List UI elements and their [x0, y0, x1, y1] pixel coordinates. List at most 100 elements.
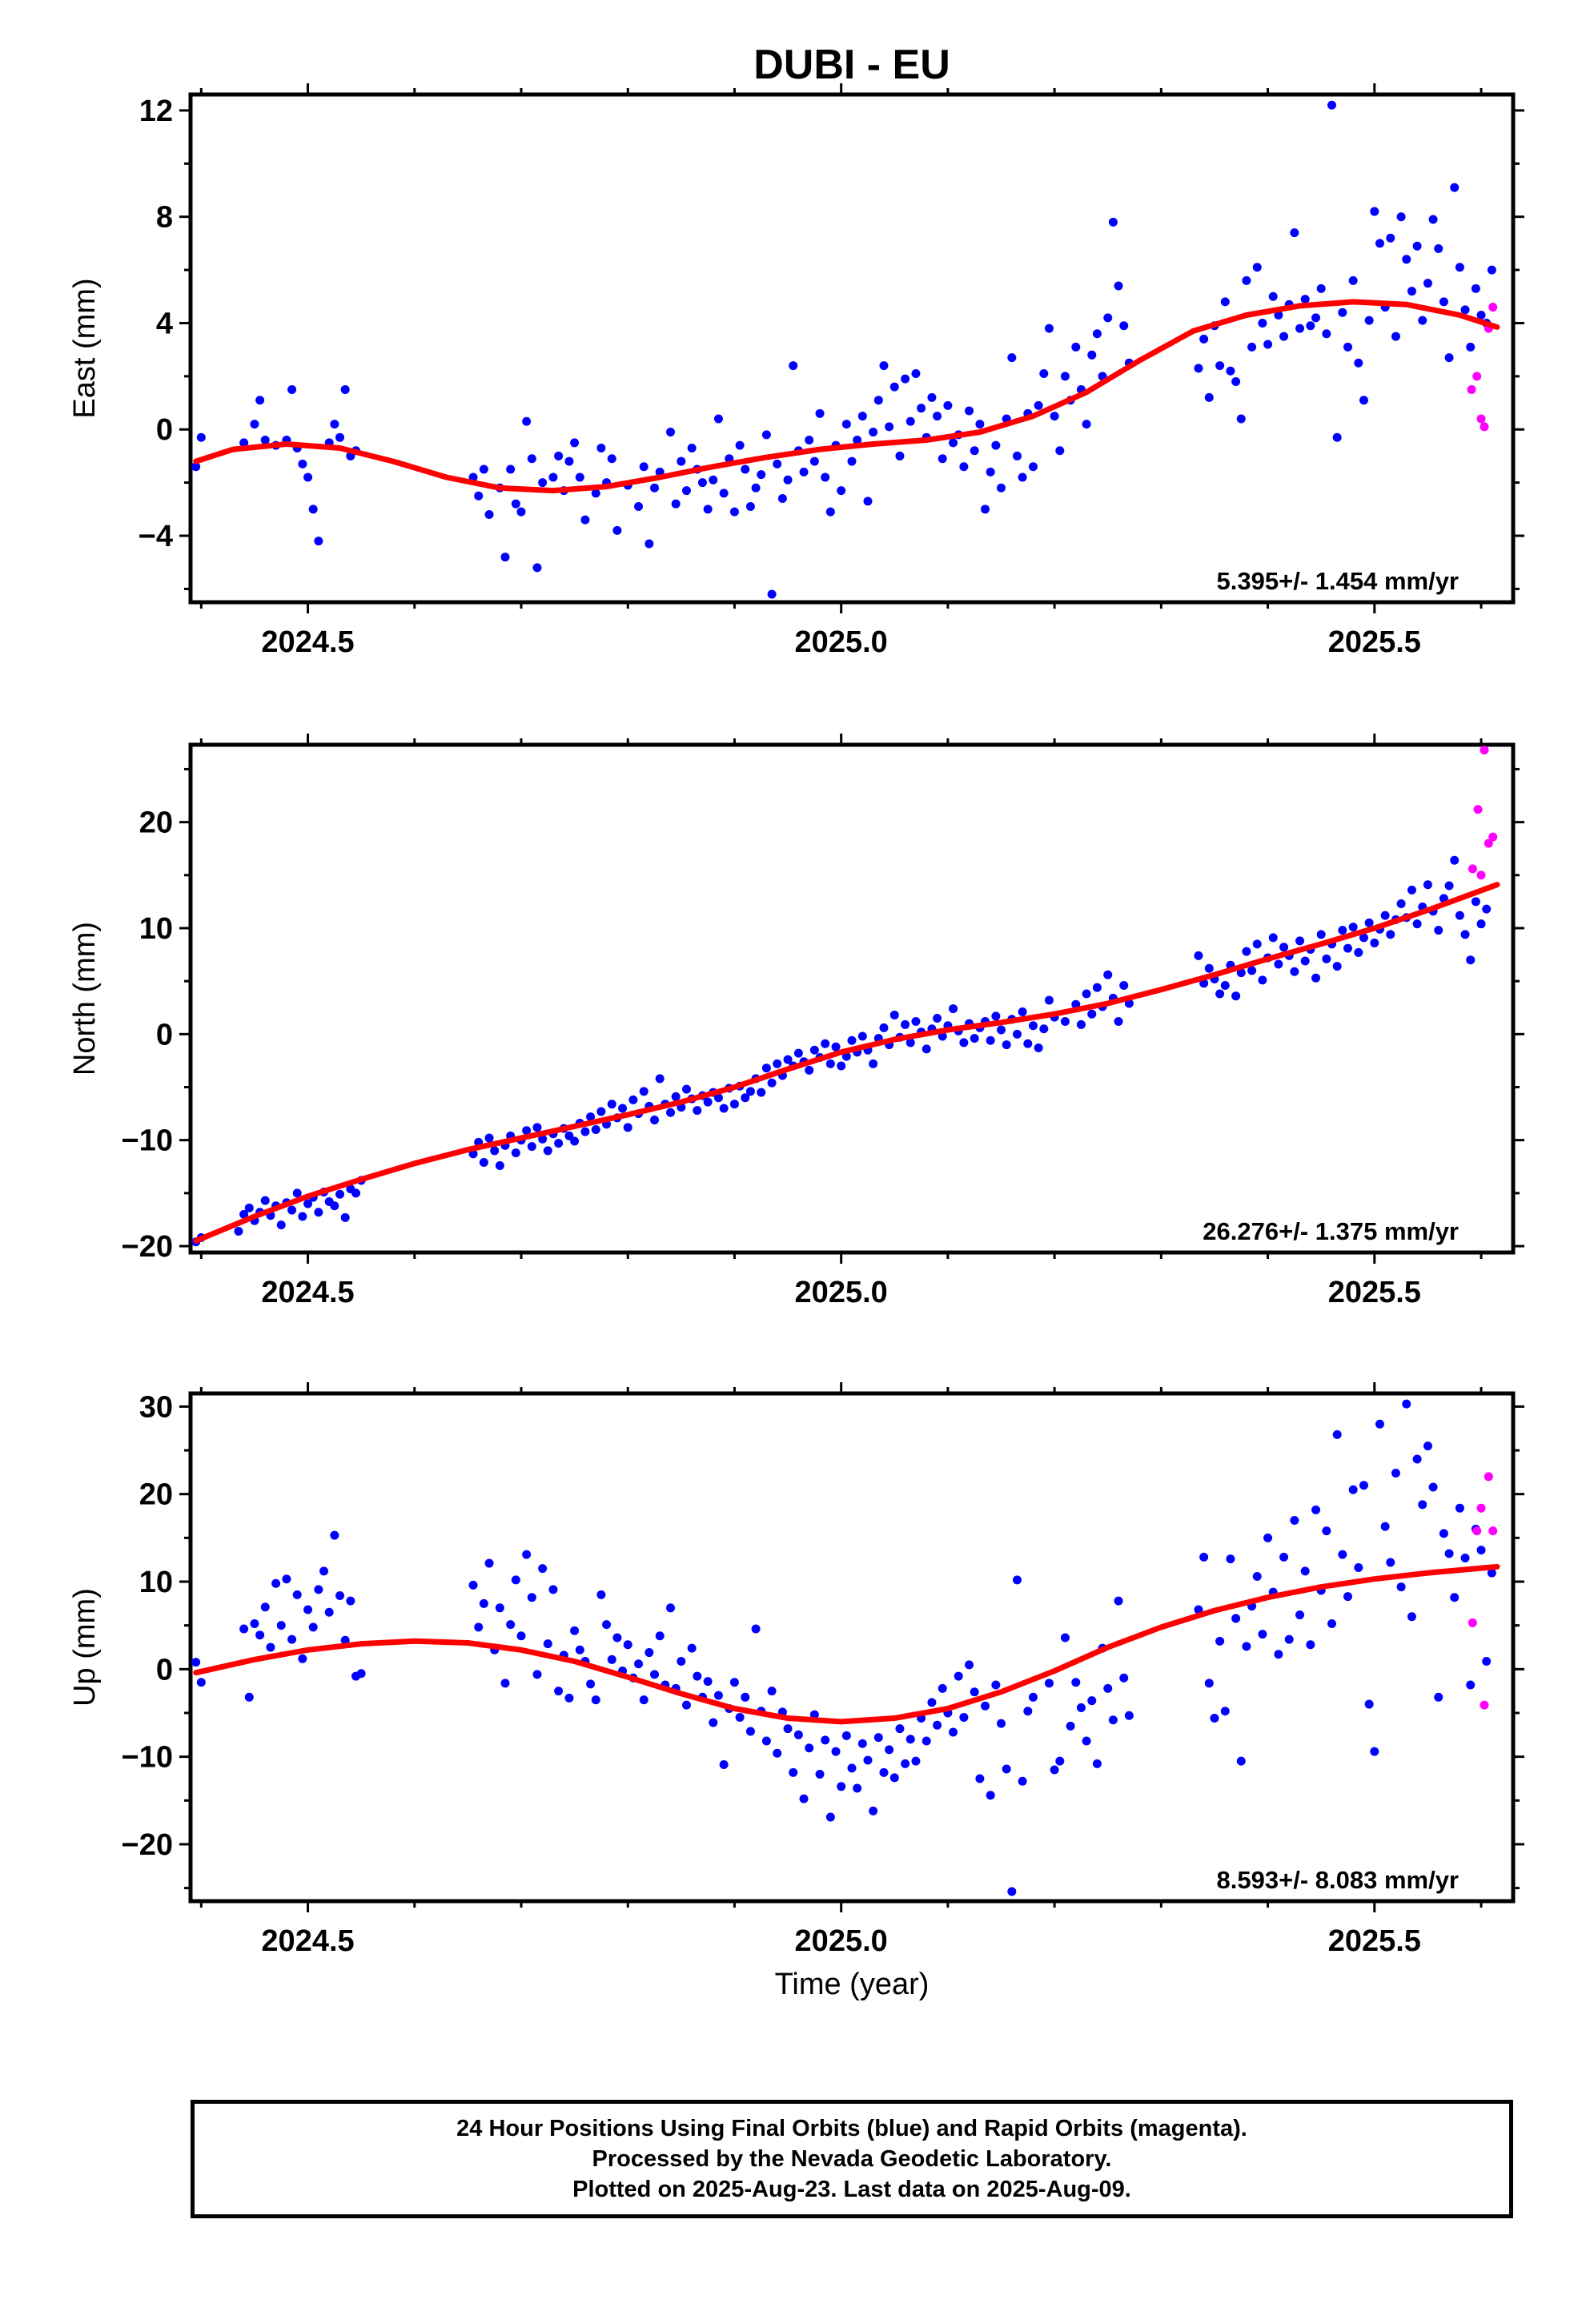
east-final-point: [991, 440, 1001, 450]
up-final-point: [709, 1718, 718, 1727]
east-final-point: [666, 428, 676, 437]
east-final-point: [511, 499, 520, 509]
east-final-point: [1450, 183, 1460, 192]
up-final-point: [751, 1624, 761, 1634]
up-y-tick-label: 30: [139, 1390, 173, 1424]
up-final-point: [1028, 1692, 1038, 1702]
up-final-point: [837, 1782, 846, 1791]
up-final-point: [1002, 1764, 1011, 1774]
up-final-point: [1114, 1596, 1123, 1606]
north-final-point: [1028, 1021, 1038, 1031]
north-final-point: [538, 1134, 548, 1144]
north-final-point: [239, 1209, 249, 1219]
north-final-point: [543, 1146, 552, 1156]
east-y-tick-label: 8: [156, 201, 173, 235]
north-y-axis-label: North (mm): [68, 922, 102, 1076]
east-final-point: [1306, 321, 1315, 331]
up-final-point: [857, 1739, 867, 1748]
east-final-point: [869, 428, 878, 437]
east-final-point: [1428, 215, 1438, 224]
north-final-point: [761, 1063, 771, 1073]
up-final-point: [623, 1640, 632, 1650]
east-final-point: [1231, 376, 1241, 386]
east-final-point: [335, 432, 345, 442]
east-final-point: [650, 483, 660, 493]
east-final-point: [809, 456, 819, 466]
north-final-point: [570, 1136, 580, 1146]
east-final-point: [1375, 239, 1384, 248]
up-rapid-point: [1476, 1503, 1486, 1513]
up-final-point: [1338, 1550, 1347, 1559]
east-final-point: [1423, 279, 1432, 288]
north-final-point: [1380, 911, 1390, 920]
north-rapid-point: [1473, 805, 1483, 814]
east-final-point: [591, 489, 600, 498]
north-final-point: [1444, 881, 1454, 891]
north-final-point: [596, 1107, 606, 1116]
east-x-tick-label: 2025.5: [1328, 625, 1421, 659]
up-final-point: [575, 1645, 584, 1655]
up-final-point: [1300, 1566, 1310, 1576]
east-final-point: [484, 509, 494, 519]
north-final-point: [773, 1059, 782, 1068]
east-final-point: [532, 563, 542, 573]
north-final-point: [554, 1139, 564, 1148]
east-final-point: [799, 467, 809, 476]
east-final-point: [863, 497, 873, 506]
north-final-point: [351, 1188, 360, 1198]
north-final-point: [330, 1201, 339, 1211]
north-final-point: [495, 1160, 504, 1170]
east-final-point: [1226, 366, 1235, 376]
up-final-point: [1204, 1679, 1214, 1688]
east-final-point: [1119, 321, 1129, 331]
east-final-point: [1236, 414, 1246, 424]
north-final-point: [650, 1116, 660, 1125]
up-final-point: [666, 1603, 676, 1613]
north-final-point: [1466, 955, 1476, 965]
north-final-point: [901, 1019, 910, 1029]
up-final-point: [1332, 1429, 1342, 1439]
east-final-point: [564, 456, 574, 466]
north-final-point: [1316, 930, 1326, 939]
east-final-point: [1359, 396, 1368, 405]
up-final-point: [308, 1622, 318, 1632]
north-final-point: [1290, 967, 1299, 976]
east-final-point: [745, 502, 755, 512]
east-final-point: [308, 505, 318, 514]
up-final-point: [933, 1720, 942, 1730]
east-final-point: [639, 462, 648, 472]
east-final-point: [1396, 212, 1406, 222]
up-final-point: [821, 1735, 830, 1745]
up-final-point: [1055, 1756, 1065, 1766]
up-final-point: [1439, 1529, 1448, 1538]
north-final-point: [1082, 989, 1091, 999]
up-final-point: [889, 1773, 899, 1783]
up-final-point: [1412, 1454, 1422, 1464]
east-final-point: [927, 392, 937, 402]
north-rapid-point: [1476, 870, 1486, 880]
up-rapid-point: [1472, 1526, 1482, 1536]
east-final-point: [697, 478, 707, 488]
east-final-point: [1263, 340, 1273, 349]
north-y-tick-label: 20: [139, 806, 173, 840]
north-final-point: [809, 1045, 819, 1055]
north-final-point: [671, 1092, 681, 1101]
east-final-point: [933, 412, 942, 421]
north-final-point: [991, 1011, 1001, 1021]
up-final-point: [1455, 1503, 1464, 1513]
up-final-point: [1242, 1642, 1251, 1651]
east-final-point: [841, 420, 851, 429]
north-final-point: [1023, 1039, 1033, 1048]
north-final-point: [1044, 995, 1054, 1005]
up-final-point: [1215, 1636, 1225, 1646]
north-final-point: [693, 1106, 702, 1116]
north-final-point: [1087, 1009, 1097, 1019]
east-final-point: [687, 443, 697, 452]
east-final-point: [554, 451, 564, 460]
east-final-point: [516, 507, 526, 517]
up-final-point: [1290, 1516, 1299, 1525]
up-final-point: [767, 1687, 777, 1696]
up-final-point: [474, 1622, 484, 1632]
up-final-point: [244, 1692, 254, 1702]
